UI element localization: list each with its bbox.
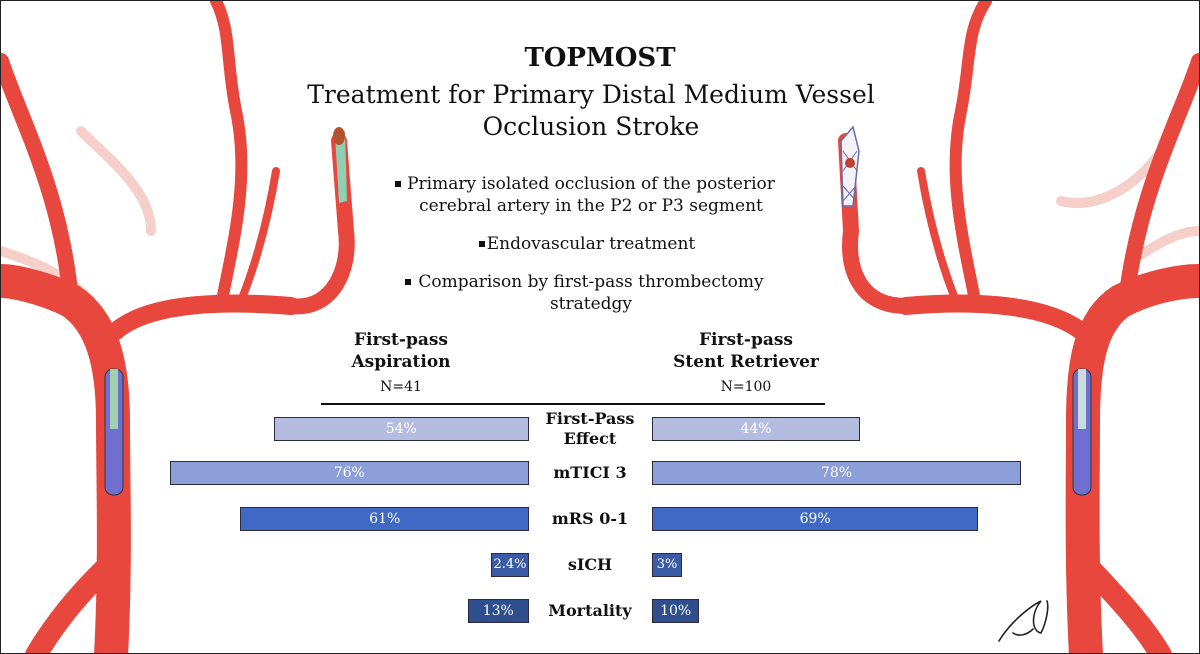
group-title-line: First-pass <box>353 330 448 350</box>
left-branch-right <box>107 294 300 340</box>
bar-aspiration: 61% <box>240 507 529 531</box>
category-label: mTICI 3 <box>529 463 651 483</box>
artist-signature <box>998 600 1049 642</box>
group-n-aspiration: N=41 <box>380 379 422 395</box>
category-label: First-Pass Effect <box>529 409 651 449</box>
bar-stent-retriever: 10% <box>652 599 700 623</box>
right-branch-left <box>897 294 1090 340</box>
category-label: mRS 0-1 <box>529 509 651 529</box>
category-label-line: First-Pass <box>545 409 635 428</box>
right-guide <box>1078 369 1086 429</box>
right-tall-branch <box>949 1 992 312</box>
bar-stent-retriever: 3% <box>652 553 682 577</box>
right-upper-branch <box>1118 53 1199 309</box>
right-clot <box>845 158 855 168</box>
right-cathet-branch <box>838 133 914 314</box>
header-divider <box>321 403 825 405</box>
group-title-aspiration: First-pass Aspiration <box>321 329 481 373</box>
bullet-line: Endovascular treatment <box>486 234 696 254</box>
left-guide <box>110 369 118 429</box>
category-label-line: Mortality <box>548 601 632 620</box>
subtitle-line: Occlusion Stroke <box>482 112 700 141</box>
bullet-marker <box>395 181 401 187</box>
bullet-item: Comparison by first-pass thrombectomy st… <box>391 271 791 315</box>
left-tall-branch <box>210 1 248 312</box>
bar-aspiration: 76% <box>169 461 529 485</box>
bar-aspiration: 54% <box>273 417 529 441</box>
bullet-item: Endovascular treatment <box>471 233 711 255</box>
bullet-line: Comparison by first-pass thrombectomy <box>418 272 764 292</box>
right-small-branch <box>917 167 960 305</box>
bullet-item: Primary isolated occlusion of the poster… <box>381 173 801 217</box>
group-title-stent-retriever: First-pass Stent Retriever <box>651 329 841 373</box>
bullet-line: cerebral artery in the P2 or P3 segment <box>419 196 763 216</box>
group-n-stent-retriever: N=100 <box>720 379 772 395</box>
category-label-line: mRS 0-1 <box>551 509 629 528</box>
category-label: Mortality <box>529 601 651 621</box>
left-thrombus <box>333 127 345 145</box>
left-main-artery <box>1 264 131 653</box>
left-small-branch <box>237 167 280 305</box>
bar-stent-retriever: 44% <box>652 417 861 441</box>
left-upper-branch <box>1 53 79 309</box>
figure-subtitle: Treatment for Primary Distal Medium Vess… <box>301 79 881 143</box>
bar-stent-retriever: 69% <box>652 507 979 531</box>
right-main-artery <box>1065 264 1199 653</box>
group-title-line: First-pass <box>698 330 793 350</box>
bar-stent-retriever: 78% <box>652 461 1021 485</box>
bullet-line: Primary isolated occlusion of the poster… <box>407 174 775 194</box>
category-label-line: sICH <box>567 555 613 574</box>
left-lower-branch <box>25 550 124 653</box>
left-cathet-branch <box>283 133 355 315</box>
group-title-line: Stent Retriever <box>673 352 819 372</box>
bar-aspiration: 13% <box>467 599 529 623</box>
subtitle-line: Treatment for Primary Distal Medium Vess… <box>307 80 875 109</box>
bullet-line: stratedgy <box>549 294 633 314</box>
group-title-line: Aspiration <box>351 352 451 372</box>
bar-aspiration: 2.4% <box>491 553 529 577</box>
category-label: sICH <box>529 555 651 575</box>
figure-title: TOPMOST <box>524 43 676 73</box>
bullet-marker <box>405 279 411 285</box>
left-faint-branch <box>76 126 156 236</box>
category-label-line: mTICI 3 <box>553 463 627 482</box>
left-thrombus-catheter <box>335 131 347 203</box>
right-lower-branch <box>1072 550 1172 653</box>
category-label-line: Effect <box>563 429 617 448</box>
bullet-marker <box>479 241 485 247</box>
